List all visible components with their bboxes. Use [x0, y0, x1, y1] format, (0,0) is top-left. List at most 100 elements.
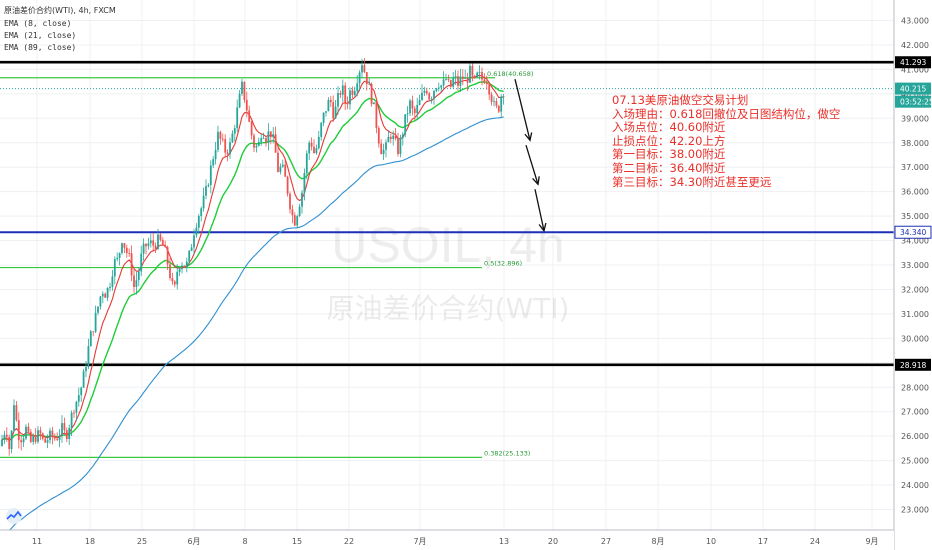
forecast-arrows[interactable]	[514, 79, 547, 233]
ema89-legend[interactable]: EMA (89, close)	[4, 43, 77, 52]
candle-body	[401, 134, 404, 138]
candle-body	[286, 176, 289, 194]
candle-body	[495, 101, 498, 106]
candle-body	[147, 243, 150, 247]
candle-body	[445, 79, 447, 80]
price-tick-label: 35.000	[901, 212, 929, 221]
candle-body	[471, 65, 474, 76]
candle-body	[351, 90, 354, 95]
candle-body	[248, 110, 251, 122]
price-tick-label: 28.000	[901, 383, 929, 392]
forecast-arrow-line	[534, 189, 545, 231]
candle-body	[293, 215, 296, 226]
candle-body	[454, 76, 457, 78]
ema21-line	[1, 81, 504, 441]
candle-body	[265, 138, 267, 143]
candle-body	[363, 65, 366, 73]
tradingview-logo-icon	[6, 508, 22, 524]
candle-body	[464, 78, 467, 79]
candle-body	[385, 142, 387, 150]
candle-body	[25, 426, 27, 439]
candle-body	[188, 250, 191, 262]
candle-body	[260, 138, 263, 142]
candle-body	[209, 165, 212, 185]
candle-body	[392, 135, 395, 139]
price-tick-label: 31.000	[901, 310, 929, 319]
time-tick-label: 6月	[187, 537, 200, 546]
candle-body	[423, 90, 426, 93]
candle-body	[488, 84, 491, 95]
candle-body	[291, 209, 294, 216]
candle-body	[279, 166, 282, 172]
price-label: 34.340	[900, 228, 926, 237]
candle-body	[370, 83, 373, 105]
candle-body	[332, 102, 335, 119]
candle-body	[497, 105, 500, 112]
candle-body	[61, 423, 63, 436]
price-label-box	[895, 358, 931, 371]
candle-body	[413, 108, 416, 114]
plan-title: 07.13美原油做空交易计划	[612, 93, 749, 107]
candle-body	[15, 405, 18, 421]
candle-body	[171, 278, 174, 282]
price-tick-label: 38.000	[901, 139, 929, 148]
candle-body	[164, 245, 167, 248]
candle-body	[250, 121, 253, 136]
time-axis-background	[0, 530, 894, 550]
candle-body	[238, 93, 241, 108]
price-axis[interactable]: 23.00024.00025.00026.00027.00028.00029.0…	[893, 0, 932, 550]
candle-body	[89, 331, 92, 347]
candle-body	[152, 240, 155, 246]
candle-body	[296, 216, 299, 226]
price-tick-label: 41.000	[901, 65, 929, 74]
trade-plan-note[interactable]: 07.13美原油做空交易计划 入场理由：0.618回撤位及日图结构位，做空 入场…	[612, 93, 840, 189]
candle-body	[404, 114, 407, 135]
candle-body	[233, 128, 236, 134]
price-tick-label: 34.000	[901, 237, 929, 246]
ema89-line	[1, 116, 504, 538]
candle-body	[490, 94, 493, 102]
candle-body	[185, 261, 188, 268]
candle-body	[473, 75, 476, 77]
candle-body	[58, 435, 61, 440]
candle-body	[92, 331, 95, 333]
candle-body	[181, 265, 183, 270]
candle-body	[173, 281, 176, 285]
fibonacci-levels[interactable]: 0.618(40.658) 0.5(32.896) 0.382(25.133)	[0, 70, 533, 458]
fib-level-label: 0.618(40.658)	[487, 70, 533, 78]
candle-body	[75, 401, 78, 413]
candle-body	[344, 85, 347, 104]
candle-body	[145, 243, 147, 247]
plan-target-2: 第二目标：36.40附近	[612, 160, 726, 175]
price-tick-label: 26.000	[901, 432, 929, 441]
time-tick-label: 13	[499, 537, 509, 546]
candle-body	[416, 104, 419, 114]
candle-body	[368, 83, 371, 85]
candle-body	[137, 271, 140, 281]
candle-body	[68, 427, 71, 440]
time-tick-label: 25	[137, 537, 147, 546]
candle-body	[305, 153, 308, 174]
candle-body	[483, 79, 486, 83]
time-axis[interactable]: 11 18 25 6月 8 15 22 7月 13 20 27 8月 10 17 24 9月	[0, 529, 894, 550]
ema8-legend[interactable]: EMA (8, close)	[4, 19, 72, 28]
candle-body	[461, 76, 464, 79]
candle-body	[200, 208, 203, 217]
candle-body	[449, 80, 452, 87]
time-tick-label: 24	[810, 537, 820, 546]
candle-body	[500, 96, 503, 112]
candle-body	[334, 106, 337, 119]
time-tick-label: 15	[292, 537, 302, 546]
candle-body	[375, 102, 378, 128]
candle-body	[178, 269, 181, 272]
candle-body	[20, 440, 23, 443]
candle-body	[207, 184, 210, 187]
candle-body	[87, 346, 90, 368]
symbol-info[interactable]: 原油差价合约(WTI), 4h, FXCM	[4, 6, 116, 15]
candle-body	[205, 186, 207, 196]
horizontal-levels[interactable]	[0, 60, 894, 367]
ema21-legend[interactable]: EMA (21, close)	[4, 31, 77, 40]
candle-body	[176, 271, 179, 285]
fib-level-label: 0.382(25.133)	[484, 449, 530, 457]
